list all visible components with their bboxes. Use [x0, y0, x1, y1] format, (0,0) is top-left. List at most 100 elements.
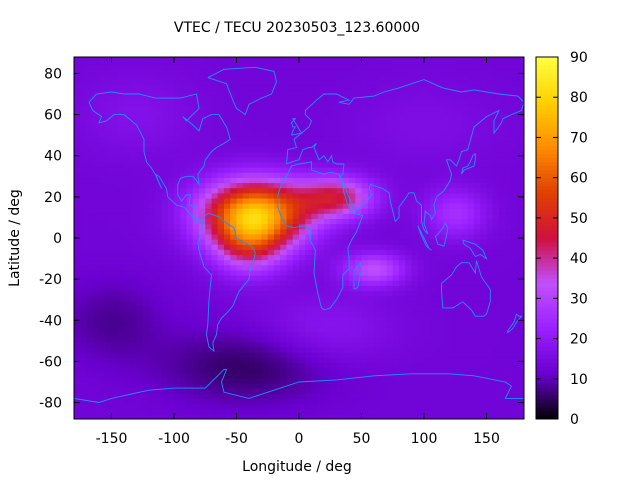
- heatmap-cell: [174, 110, 181, 117]
- heatmap-cell: [374, 377, 381, 384]
- heatmap-cell: [255, 223, 263, 230]
- heatmap-cell: [142, 362, 150, 369]
- heatmap-cell: [80, 110, 88, 117]
- heatmap-cell: [124, 115, 131, 122]
- heatmap-cell: [111, 290, 119, 297]
- heatmap-cell: [505, 413, 513, 419]
- heatmap-cell: [267, 357, 275, 364]
- heatmap-cell: [255, 110, 263, 117]
- heatmap-cell: [399, 208, 406, 214]
- heatmap-cell: [405, 280, 413, 286]
- heatmap-cell: [167, 57, 175, 60]
- heatmap-cell: [236, 172, 244, 178]
- heatmap-cell: [405, 192, 413, 199]
- heatmap-cell: [349, 377, 356, 384]
- heatmap-cell: [199, 269, 206, 276]
- heatmap-cell: [136, 115, 144, 122]
- heatmap-cell: [136, 218, 144, 225]
- heatmap-cell: [167, 259, 175, 266]
- heatmap-cell: [330, 105, 338, 112]
- heatmap-cell: [424, 187, 431, 194]
- heatmap-cell: [292, 79, 300, 86]
- heatmap-cell: [367, 269, 375, 276]
- heatmap-cell: [117, 336, 125, 343]
- heatmap-cell: [367, 290, 375, 297]
- heatmap-cell: [355, 388, 363, 394]
- heatmap-cell: [199, 89, 206, 96]
- heatmap-cell: [267, 372, 275, 379]
- heatmap-cell: [455, 254, 463, 261]
- heatmap-cell: [224, 74, 231, 81]
- heatmap-cell: [317, 295, 325, 302]
- heatmap-cell: [505, 182, 513, 189]
- heatmap-cell: [286, 377, 294, 384]
- heatmap-cell: [174, 213, 181, 220]
- heatmap-cell: [267, 352, 275, 358]
- heatmap-cell: [267, 367, 275, 374]
- heatmap-cell: [111, 64, 119, 70]
- heatmap-cell: [342, 305, 350, 312]
- heatmap-cell: [117, 280, 125, 286]
- heatmap-cell: [155, 110, 163, 117]
- heatmap-cell: [392, 120, 400, 127]
- heatmap-cell: [149, 269, 156, 276]
- heatmap-cell: [324, 285, 331, 292]
- heatmap-cell: [117, 213, 125, 220]
- heatmap-cell: [455, 218, 463, 225]
- heatmap-cell: [311, 105, 319, 112]
- heatmap-cell: [399, 151, 406, 158]
- heatmap-cell: [399, 300, 406, 307]
- heatmap-cell: [142, 177, 150, 184]
- heatmap-cell: [367, 326, 375, 333]
- heatmap-cell: [261, 331, 269, 338]
- heatmap-cell: [386, 331, 394, 338]
- heatmap-cell: [330, 120, 338, 127]
- heatmap-cell: [74, 177, 81, 184]
- heatmap-cell: [136, 259, 144, 266]
- heatmap-cell: [161, 326, 169, 333]
- heatmap-cell: [80, 305, 88, 312]
- heatmap-cell: [280, 367, 288, 374]
- heatmap-cell: [499, 95, 506, 101]
- heatmap-cell: [399, 275, 406, 281]
- heatmap-cell: [242, 228, 250, 235]
- heatmap-cell: [449, 151, 456, 158]
- heatmap-cell: [280, 89, 288, 96]
- heatmap-cell: [255, 192, 263, 199]
- heatmap-cell: [217, 110, 225, 117]
- heatmap-cell: [505, 156, 513, 163]
- heatmap-cell: [330, 311, 338, 317]
- heatmap-cell: [217, 156, 225, 163]
- heatmap-cell: [411, 151, 419, 158]
- heatmap-cell: [361, 413, 369, 419]
- heatmap-cell: [461, 228, 469, 235]
- heatmap-cell: [274, 254, 281, 261]
- heatmap-cell: [499, 141, 506, 148]
- heatmap-cell: [180, 218, 188, 225]
- heatmap-cell: [199, 254, 206, 261]
- heatmap-cell: [167, 280, 175, 286]
- heatmap-cell: [274, 74, 281, 81]
- heatmap-cell: [186, 326, 194, 333]
- heatmap-cell: [224, 372, 231, 379]
- heatmap-cell: [436, 84, 444, 91]
- heatmap-cell: [167, 331, 175, 338]
- heatmap-cell: [417, 115, 425, 122]
- heatmap-cell: [255, 172, 263, 178]
- heatmap-cell: [411, 352, 419, 358]
- heatmap-cell: [330, 228, 338, 235]
- heatmap-cell: [86, 372, 94, 379]
- heatmap-cell: [111, 336, 119, 343]
- heatmap-cell: [474, 341, 481, 348]
- heatmap-cell: [467, 285, 475, 292]
- heatmap-cell: [405, 275, 413, 281]
- heatmap-cell: [330, 69, 338, 76]
- heatmap-cell: [480, 167, 488, 173]
- heatmap-cell: [492, 208, 500, 214]
- heatmap-cell: [230, 223, 238, 230]
- heatmap-cell: [399, 115, 406, 122]
- heatmap-cell: [336, 192, 344, 199]
- heatmap-cell: [417, 89, 425, 96]
- heatmap-cell: [467, 105, 475, 112]
- heatmap-cell: [136, 95, 144, 101]
